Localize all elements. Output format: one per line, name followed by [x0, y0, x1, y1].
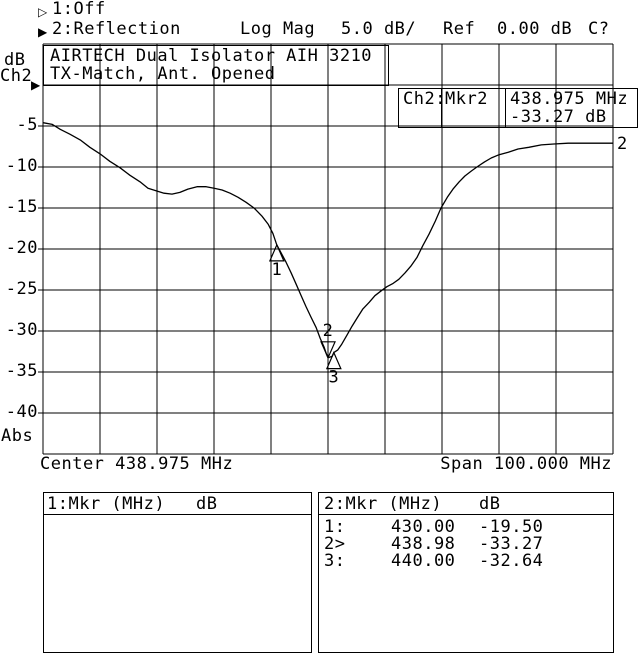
table-header-divider: [319, 514, 613, 515]
scale-per-div: 5.0 dB/: [341, 19, 417, 39]
ref-value: 0.00 dB: [497, 19, 573, 39]
channel2-arrow-icon: ▶: [38, 25, 48, 39]
device-title: AIRTECH Dual Isolator AIH 3210: [50, 46, 373, 66]
marker-id: 3:: [324, 551, 346, 571]
trace-number-label: 2: [617, 134, 628, 154]
y-tick-label: -10: [5, 156, 38, 176]
readout-frequency: 438.975 MHz: [510, 89, 629, 109]
y-tick-label: -15: [5, 197, 38, 217]
ref-label: Ref: [443, 19, 476, 39]
y-tick-label: -30: [5, 320, 38, 340]
y-tick-label: -40: [5, 402, 38, 422]
marker-3-number: 3: [328, 368, 339, 388]
marker-level: -33.27: [479, 534, 544, 554]
readout-marker: Mkr2: [445, 89, 488, 109]
title-box: AIRTECH Dual Isolator AIH 3210 TX-Match,…: [43, 45, 389, 86]
reference-level-arrow-icon: ▶: [31, 78, 41, 92]
y-tick-label: -25: [5, 279, 38, 299]
marker-1-triangle-icon: [268, 243, 285, 262]
y-tick-label: -20: [5, 238, 38, 258]
table1-header: 1:Mkr (MHz): [47, 494, 166, 514]
table2-unit: dB: [479, 494, 501, 514]
marker-frequency: 440.00: [391, 551, 456, 571]
measurement-note: TX-Match, Ant. Opened: [50, 64, 276, 84]
channel1-arrow-icon: ▷: [38, 5, 48, 19]
table2-header: 2:Mkr (MHz): [324, 494, 443, 514]
active-channel-label: Ch2: [0, 66, 33, 86]
marker-2-number: 2: [323, 321, 334, 341]
table-header-divider: [44, 514, 311, 515]
marker-frequency: 438.98: [391, 534, 456, 554]
marker-level: -32.64: [479, 551, 544, 571]
frequency-span: Span 100.000 MHz: [440, 454, 612, 474]
marker-3-triangle-icon: [325, 351, 342, 370]
marker-id: 2>: [324, 534, 346, 554]
marker-table-ch2: 2:Mkr (MHz) dB 1: 430.00 -19.50 2> 438.9…: [318, 492, 614, 653]
readout-divider: [505, 89, 506, 127]
y-tick-label: -35: [5, 361, 38, 381]
marker-frequency: 430.00: [391, 517, 456, 537]
channel1-status: 1:Off: [52, 0, 106, 19]
marker-1-number: 1: [271, 260, 282, 280]
readout-level: -33.27 dB: [510, 107, 607, 127]
y-axis-mode: Abs: [1, 426, 34, 446]
readout-divider: [441, 89, 442, 127]
table1-unit: dB: [196, 494, 218, 514]
marker-2-triangle-icon: [320, 341, 336, 360]
y-axis-unit: dB: [4, 50, 26, 70]
cal-status: C?: [588, 19, 610, 39]
marker-id: 1:: [324, 517, 346, 537]
channel2-measurement: 2:Reflection: [52, 19, 181, 39]
marker-table-ch1: 1:Mkr (MHz) dB: [43, 492, 312, 653]
display-format: Log Mag: [240, 19, 316, 39]
readout-channel: Ch2:: [403, 89, 446, 109]
marker-level: -19.50: [479, 517, 544, 537]
y-tick-label: -5: [16, 115, 38, 135]
marker-readout-box: Ch2: Mkr2 438.975 MHz -33.27 dB: [398, 88, 638, 128]
center-frequency: Center 438.975 MHz: [40, 454, 234, 474]
